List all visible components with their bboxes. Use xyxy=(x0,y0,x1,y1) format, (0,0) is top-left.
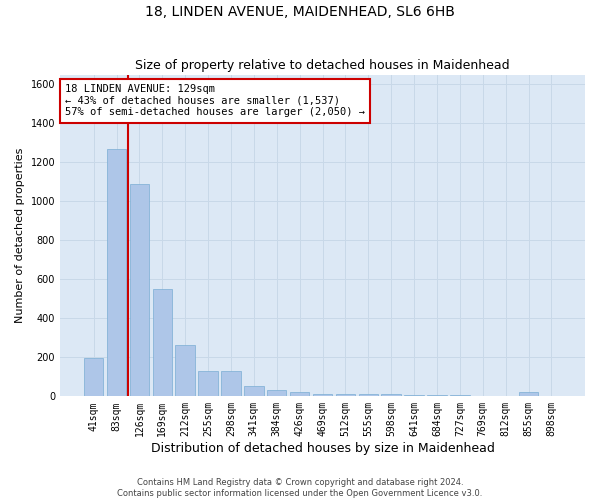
Bar xyxy=(313,394,332,396)
Bar xyxy=(199,371,218,396)
Text: 18, LINDEN AVENUE, MAIDENHEAD, SL6 6HB: 18, LINDEN AVENUE, MAIDENHEAD, SL6 6HB xyxy=(145,5,455,19)
Text: Contains HM Land Registry data © Crown copyright and database right 2024.
Contai: Contains HM Land Registry data © Crown c… xyxy=(118,478,482,498)
Bar xyxy=(382,394,401,396)
Y-axis label: Number of detached properties: Number of detached properties xyxy=(15,148,25,323)
Bar xyxy=(267,390,286,396)
Bar xyxy=(221,371,241,396)
Bar xyxy=(359,394,378,396)
Bar xyxy=(175,344,195,397)
Bar xyxy=(244,386,263,396)
Text: 18 LINDEN AVENUE: 129sqm
← 43% of detached houses are smaller (1,537)
57% of sem: 18 LINDEN AVENUE: 129sqm ← 43% of detach… xyxy=(65,84,365,117)
Bar xyxy=(107,148,126,396)
Bar xyxy=(152,289,172,397)
Title: Size of property relative to detached houses in Maidenhead: Size of property relative to detached ho… xyxy=(135,59,510,72)
Bar xyxy=(130,184,149,396)
Bar xyxy=(335,394,355,396)
Bar xyxy=(519,392,538,396)
Bar xyxy=(290,392,310,396)
X-axis label: Distribution of detached houses by size in Maidenhead: Distribution of detached houses by size … xyxy=(151,442,494,455)
Bar xyxy=(84,358,103,397)
